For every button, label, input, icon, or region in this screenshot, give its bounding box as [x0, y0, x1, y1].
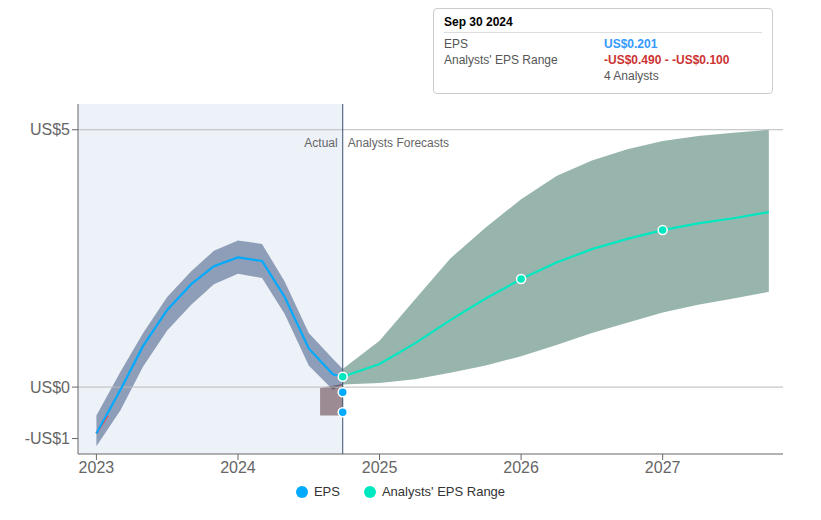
- svg-text:US$5: US$5: [30, 121, 70, 138]
- svg-text:2026: 2026: [503, 459, 539, 476]
- svg-text:2025: 2025: [362, 459, 398, 476]
- svg-text:Analysts Forecasts: Analysts Forecasts: [348, 136, 449, 150]
- svg-text:Actual: Actual: [304, 136, 337, 150]
- svg-text:-US$1: -US$1: [25, 430, 70, 447]
- html-text:Sep 30 2024: Sep 30 2024: [444, 15, 513, 29]
- html-text:-US$0.490 - -US$0.100: -US$0.490 - -US$0.100: [604, 53, 730, 67]
- html-text:US$0.201: US$0.201: [604, 37, 658, 51]
- html-text:Analysts' EPS Range: Analysts' EPS Range: [444, 53, 558, 67]
- html-text:EPS: EPS: [313, 484, 340, 499]
- svg-text:US$0: US$0: [30, 379, 70, 396]
- html-text:EPS: EPS: [444, 37, 468, 51]
- svg-text:2024: 2024: [220, 459, 256, 476]
- html-text:Analysts' EPS Range: Analysts' EPS Range: [381, 484, 506, 499]
- html-text:4 Analysts: 4 Analysts: [604, 69, 659, 83]
- svg-text:2023: 2023: [79, 459, 115, 476]
- svg-text:2027: 2027: [645, 459, 681, 476]
